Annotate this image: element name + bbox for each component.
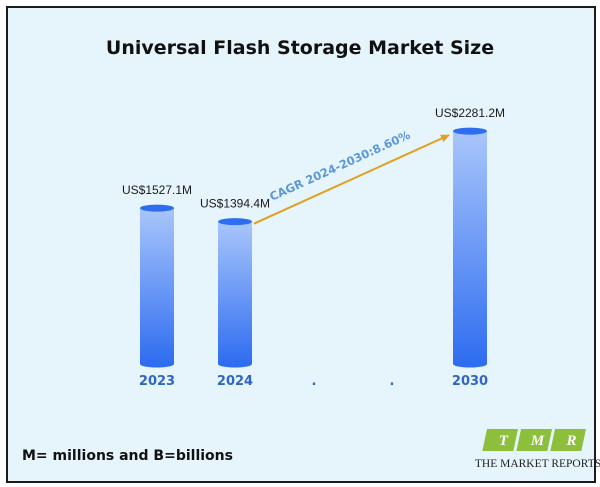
logo-text: THE MARKET REPORTS [475, 458, 600, 470]
bar-cap [140, 204, 174, 212]
bar-value-label: US$1394.4M [200, 197, 270, 211]
logo-letter: R [565, 433, 576, 449]
bar [218, 221, 252, 364]
chart-frame [6, 6, 596, 483]
bar-base [218, 360, 252, 368]
logo-box [550, 429, 587, 451]
logo-box [516, 429, 553, 451]
logo-letter: T [499, 433, 509, 449]
value-labels-group: US$1527.1M US$1394.4M US$2281.2M [122, 106, 505, 211]
cagr-arrow [253, 134, 450, 225]
bar-base [453, 360, 487, 368]
bar-value-label: US$1527.1M [122, 183, 192, 197]
x-tick-labels-group: 2023 2024.. 2030 [139, 374, 488, 389]
bar-cap [453, 127, 487, 135]
x-tick-label: 2024 [217, 374, 253, 389]
bar-value-label: US$2281.2M [435, 106, 505, 120]
x-tick-label: 2030 [452, 374, 488, 389]
cagr-label: CAGR 2024-2030:8.60% [267, 128, 412, 204]
x-tick-label: . [390, 374, 395, 389]
logo-letter: M [530, 433, 545, 449]
x-tick-label: . [312, 374, 317, 389]
bar [140, 208, 174, 364]
x-tick-label: 2023 [139, 374, 175, 389]
logo-box [482, 429, 519, 451]
chart-title: Universal Flash Storage Market Size [106, 37, 494, 59]
bar-base [140, 360, 174, 368]
footnote: M= millions and B=billions [22, 448, 233, 464]
bar [453, 131, 487, 364]
bars-group [140, 127, 487, 368]
tmr-logo: T M R THE MARKET REPORTS [475, 429, 600, 470]
bar-cap [218, 218, 252, 226]
